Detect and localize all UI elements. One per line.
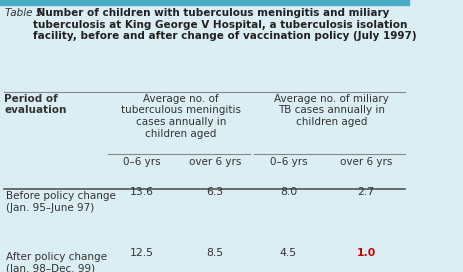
Text: Average no. of
tuberculous meningitis
cases annually in
children aged: Average no. of tuberculous meningitis ca… [121,94,241,139]
Text: 4.5: 4.5 [280,248,297,258]
Text: Number of children with tuberculous meningitis and miliary
tuberculosis at King : Number of children with tuberculous meni… [33,8,417,41]
Text: 0–6 yrs: 0–6 yrs [269,157,307,167]
Text: 1.0: 1.0 [357,248,376,258]
Text: After policy change
(Jan. 98–Dec. 99): After policy change (Jan. 98–Dec. 99) [6,252,107,272]
Text: 8.0: 8.0 [280,187,297,197]
Text: over 6 yrs: over 6 yrs [188,157,241,167]
Text: 12.5: 12.5 [130,248,154,258]
Bar [0,0,409,5]
Text: Before policy change
(Jan. 95–June 97): Before policy change (Jan. 95–June 97) [6,191,116,213]
Text: 6.3: 6.3 [206,187,223,197]
Text: 8.5: 8.5 [206,248,223,258]
Text: Average no. of miliary
TB cases annually in
children aged: Average no. of miliary TB cases annually… [274,94,389,127]
Text: over 6 yrs: over 6 yrs [340,157,392,167]
Text: 2.7: 2.7 [357,187,375,197]
Text: Table 5.: Table 5. [5,8,46,18]
Text: 13.6: 13.6 [130,187,154,197]
Text: Period of
evaluation: Period of evaluation [4,94,67,116]
Text: 0–6 yrs: 0–6 yrs [123,157,161,167]
